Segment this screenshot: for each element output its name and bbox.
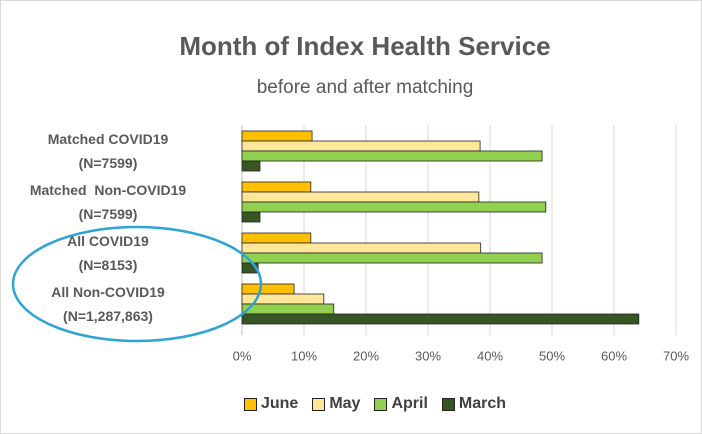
bar [241, 140, 481, 152]
legend-label: May [329, 395, 361, 412]
bar [241, 252, 543, 264]
bar [241, 283, 295, 295]
category-label: All Non-COVID19 (N=1,287,863) [51, 284, 165, 324]
x-tick-label: 60% [601, 348, 627, 363]
plot: 0% 10% 20% 30% 40% 50% 60% 70% [233, 125, 689, 363]
bar [241, 191, 480, 203]
bar [241, 150, 543, 162]
bar [241, 303, 335, 315]
legend-label: April [391, 395, 428, 412]
x-tick-label: 50% [539, 348, 565, 363]
bar [241, 181, 312, 193]
x-tick-label: 40% [477, 348, 503, 363]
legend: June May April March [0, 395, 702, 413]
legend-item: May [312, 395, 360, 413]
bar [241, 242, 482, 254]
bar [241, 262, 259, 274]
bar [241, 313, 640, 325]
legend-swatch [312, 397, 326, 411]
x-tick-label: 20% [353, 348, 379, 363]
legend-item: April [374, 395, 428, 413]
bar [241, 160, 261, 172]
legend-label: March [458, 395, 507, 412]
bar [241, 201, 547, 213]
highlight-ellipse [11, 225, 263, 343]
legend-swatch [441, 397, 455, 411]
category-label: All COVID19 (N=8153) [67, 233, 149, 273]
legend-swatch [243, 397, 257, 411]
bar [241, 211, 261, 223]
chart-subtitle: before and after matching [257, 77, 474, 98]
legend-swatch [374, 397, 388, 411]
bar [241, 130, 313, 142]
category-label: Matched Non-COVID19 (N=7599) [29, 182, 187, 222]
x-tick-label: 30% [415, 348, 441, 363]
category-label: Matched COVID19 (N=7599) [47, 131, 169, 171]
x-tick-label: 0% [233, 348, 252, 363]
x-tick-label: 10% [291, 348, 317, 363]
legend-item: March [441, 395, 507, 413]
legend-label: June [260, 395, 299, 412]
legend-item: June [243, 395, 299, 413]
chart-title: Month of Index Health Service [179, 31, 550, 61]
x-tick-label: 70% [663, 348, 689, 363]
bar [241, 232, 312, 244]
